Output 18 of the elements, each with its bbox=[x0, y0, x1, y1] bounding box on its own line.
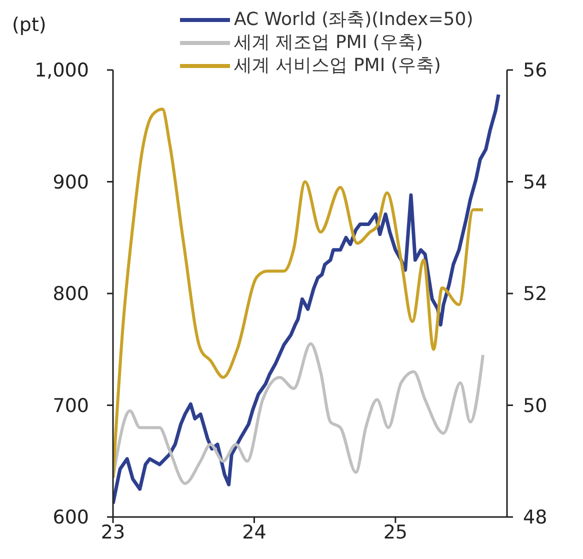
x-tick-label: 24 bbox=[242, 521, 266, 544]
legend-label: 세계 제조업 PMI (우축) bbox=[234, 31, 423, 54]
y-tick-label: 600 bbox=[52, 506, 89, 529]
y-tick-label: 700 bbox=[52, 394, 89, 417]
legend-label: AC World (좌축)(Index=50) bbox=[234, 8, 474, 31]
y-tick-label: 1,000 bbox=[34, 60, 89, 82]
y2-tick-label: 48 bbox=[523, 506, 548, 529]
y-tick-label: 900 bbox=[52, 171, 89, 194]
y2-tick-label: 56 bbox=[523, 60, 548, 82]
line-series bbox=[113, 342, 484, 485]
y-tick-label: 800 bbox=[52, 283, 89, 306]
y-axis-title: (pt) bbox=[12, 14, 46, 36]
legend-label: 세계 서비스업 PMI (우축) bbox=[234, 54, 441, 77]
x-tick-label: 25 bbox=[383, 521, 408, 544]
y2-tick-label: 54 bbox=[523, 171, 548, 194]
y2-tick-label: 52 bbox=[523, 283, 548, 306]
x-tick-label: 23 bbox=[100, 521, 126, 544]
y2-tick-label: 50 bbox=[523, 394, 548, 417]
